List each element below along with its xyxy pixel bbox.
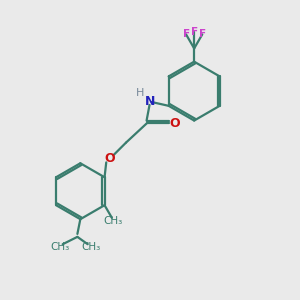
Text: O: O xyxy=(170,117,181,130)
Text: H: H xyxy=(136,88,144,98)
Text: F: F xyxy=(199,29,206,39)
Text: CH₃: CH₃ xyxy=(81,242,100,252)
Text: CH₃: CH₃ xyxy=(104,216,123,226)
Text: F: F xyxy=(182,29,190,39)
Text: N: N xyxy=(145,95,156,108)
Text: O: O xyxy=(104,152,115,165)
Text: F: F xyxy=(190,27,198,37)
Text: CH₃: CH₃ xyxy=(50,242,69,252)
